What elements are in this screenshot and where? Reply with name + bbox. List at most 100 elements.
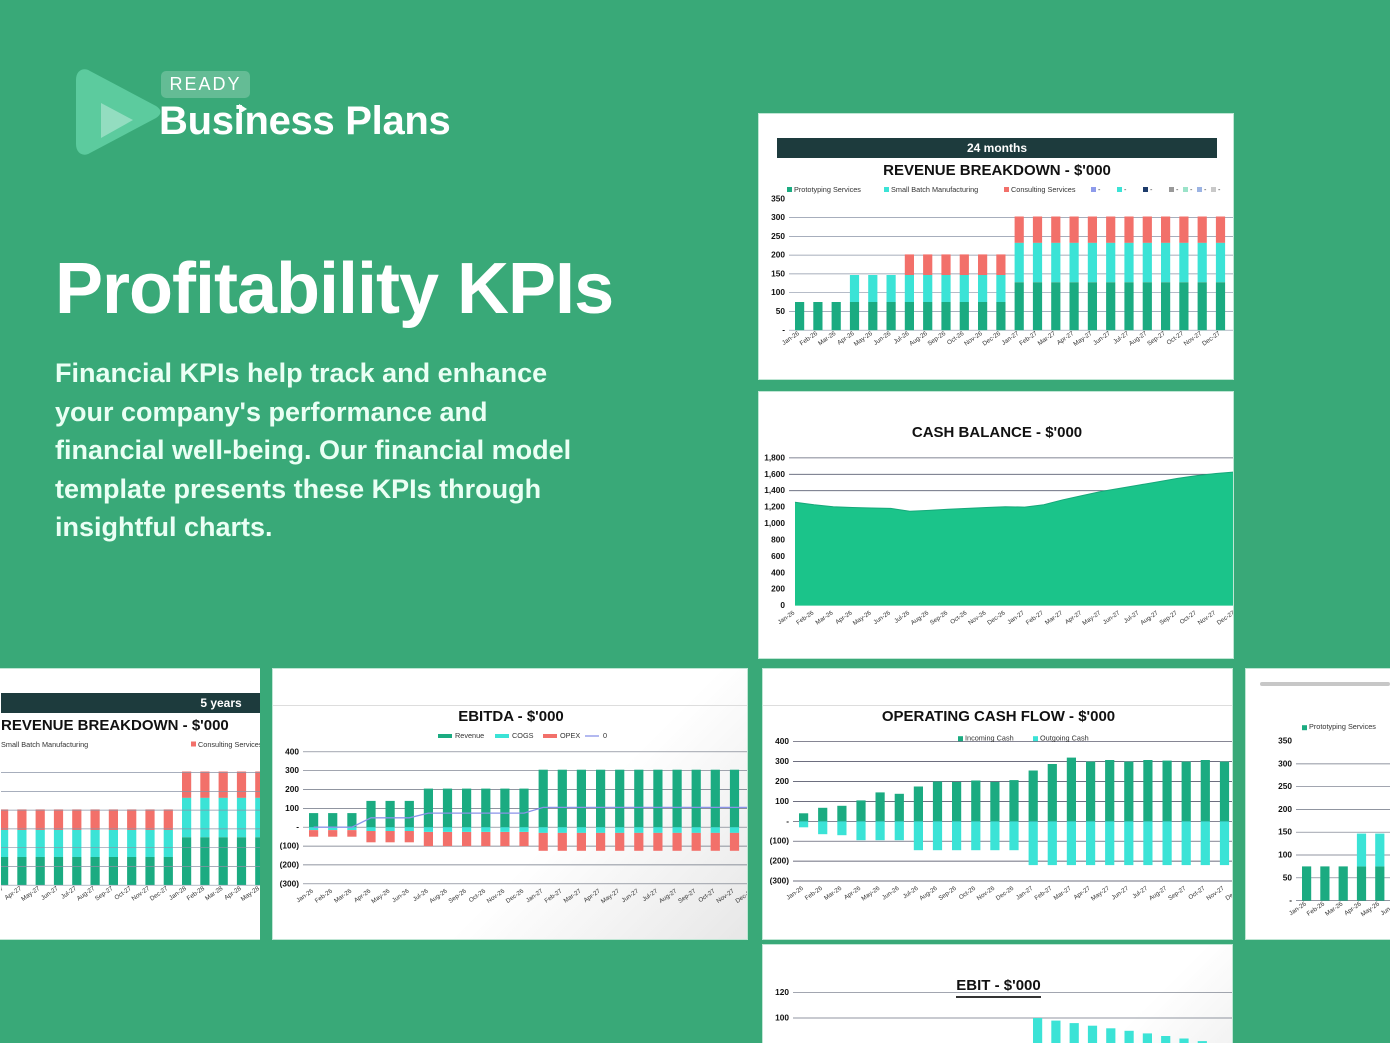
svg-text:Mar-27: Mar-27 — [1044, 609, 1065, 626]
svg-text:Jan-27: Jan-27 — [1015, 885, 1035, 902]
svg-text:400: 400 — [771, 567, 785, 577]
svg-text:Jun-26: Jun-26 — [1379, 900, 1390, 917]
svg-text:-: - — [786, 816, 789, 826]
svg-text:200: 200 — [771, 584, 785, 594]
svg-text:Apr-26: Apr-26 — [353, 887, 373, 904]
svg-text:Oct-27: Oct-27 — [1179, 609, 1199, 626]
svg-text:Feb-26: Feb-26 — [314, 887, 335, 904]
svg-text:Apr-27: Apr-27 — [1064, 609, 1084, 626]
svg-text:1,600: 1,600 — [764, 469, 785, 479]
svg-text:Oct-27: Oct-27 — [697, 887, 717, 904]
svg-text:Mar-27: Mar-27 — [1052, 885, 1073, 902]
svg-text:May-26: May-26 — [852, 609, 873, 627]
svg-text:COGS: COGS — [512, 731, 534, 740]
svg-text:Jul-27: Jul-27 — [641, 887, 659, 903]
svg-text:Jul-26: Jul-26 — [893, 609, 911, 625]
svg-text:200: 200 — [775, 776, 789, 786]
svg-text:Mar-26: Mar-26 — [814, 609, 835, 626]
svg-text:Prototyping Services: Prototyping Services — [794, 185, 861, 194]
svg-text:Sep-27: Sep-27 — [1146, 330, 1167, 348]
svg-text:Jun-26: Jun-26 — [872, 330, 892, 347]
svg-text:150: 150 — [1278, 827, 1292, 837]
svg-text:Jan-26: Jan-26 — [295, 887, 315, 904]
svg-text:Jan-27: Jan-27 — [525, 887, 545, 904]
svg-text:Oct-27: Oct-27 — [113, 885, 133, 902]
svg-text:Sep-27: Sep-27 — [677, 887, 698, 904]
svg-text:50: 50 — [1283, 872, 1293, 882]
svg-text:100: 100 — [775, 796, 789, 806]
svg-text:Aug-27: Aug-27 — [1148, 885, 1169, 902]
svg-text:Feb-26: Feb-26 — [795, 609, 816, 626]
svg-text:Jan-27: Jan-27 — [1001, 330, 1021, 347]
svg-text:May-26: May-26 — [853, 330, 875, 348]
svg-text:Jun-27: Jun-27 — [40, 885, 60, 902]
svg-text:May-27: May-27 — [20, 885, 42, 903]
svg-text:1,800: 1,800 — [764, 452, 785, 462]
svg-text:Mar-26: Mar-26 — [1324, 900, 1345, 917]
svg-text:600: 600 — [771, 551, 785, 561]
svg-text:Mar-26: Mar-26 — [333, 887, 354, 904]
svg-text:Jul-27: Jul-27 — [1123, 609, 1141, 625]
svg-text:300: 300 — [285, 765, 299, 775]
svg-text:Oct-27: Oct-27 — [1187, 885, 1207, 902]
svg-text:(300): (300) — [770, 876, 790, 886]
svg-text:-: - — [1176, 185, 1179, 194]
svg-text:Feb-27: Feb-27 — [1025, 609, 1046, 626]
svg-text:300: 300 — [1278, 758, 1292, 768]
svg-text:May-26: May-26 — [860, 885, 881, 903]
svg-text:Feb-26: Feb-26 — [804, 885, 825, 902]
svg-text:-: - — [782, 325, 785, 335]
svg-text:Consulting Services: Consulting Services — [198, 740, 260, 749]
svg-text:Mar-27: Mar-27 — [1, 885, 5, 902]
svg-text:Aug-27: Aug-27 — [1128, 330, 1149, 348]
svg-text:Feb-28: Feb-28 — [186, 885, 207, 902]
svg-text:May-26: May-26 — [1360, 900, 1382, 918]
svg-text:100: 100 — [771, 287, 785, 297]
svg-text:Mar-28: Mar-28 — [204, 885, 225, 902]
svg-text:Outgoing Cash: Outgoing Cash — [1040, 734, 1089, 743]
svg-text:Oct-26: Oct-26 — [958, 885, 978, 902]
svg-text:Oct-26: Oct-26 — [946, 330, 966, 347]
svg-text:Feb-27: Feb-27 — [1018, 330, 1039, 347]
svg-text:Apr-27: Apr-27 — [583, 887, 603, 904]
svg-text:1,400: 1,400 — [764, 485, 785, 495]
svg-text:Aug-26: Aug-26 — [910, 609, 931, 626]
svg-text:May-27: May-27 — [1090, 885, 1111, 903]
svg-text:Aug-26: Aug-26 — [428, 887, 449, 904]
svg-text:Nov-27: Nov-27 — [715, 887, 736, 904]
svg-text:Incoming Cash: Incoming Cash — [965, 734, 1014, 743]
svg-text:May-26: May-26 — [370, 887, 391, 905]
svg-text:Jan-28: Jan-28 — [168, 885, 188, 902]
svg-text:Jun-27: Jun-27 — [620, 887, 640, 904]
svg-text:Jul-26: Jul-26 — [902, 885, 920, 901]
svg-text:Feb-26: Feb-26 — [799, 330, 820, 347]
svg-text:Dec-27: Dec-27 — [734, 887, 748, 904]
svg-text:1,200: 1,200 — [764, 502, 785, 512]
svg-text:Dec-26: Dec-26 — [505, 887, 526, 904]
svg-text:Sep-27: Sep-27 — [1167, 885, 1188, 902]
svg-text:120: 120 — [775, 987, 789, 997]
svg-text:50: 50 — [776, 306, 786, 316]
svg-text:Sep-26: Sep-26 — [447, 887, 468, 904]
svg-text:Jan-27: Jan-27 — [1006, 609, 1026, 626]
svg-text:100: 100 — [285, 803, 299, 813]
svg-text:350: 350 — [771, 193, 785, 203]
svg-text:Mar-26: Mar-26 — [817, 330, 838, 347]
svg-text:Jan-26: Jan-26 — [777, 609, 797, 626]
svg-text:Apr-26: Apr-26 — [834, 609, 854, 626]
svg-text:Mar-26: Mar-26 — [823, 885, 844, 902]
svg-text:-: - — [1204, 185, 1207, 194]
svg-text:-: - — [1124, 185, 1127, 194]
svg-text:Aug-26: Aug-26 — [908, 330, 929, 348]
svg-text:-: - — [1190, 185, 1193, 194]
svg-text:OPEX: OPEX — [560, 731, 580, 740]
svg-text:100: 100 — [775, 1013, 789, 1023]
svg-text:Revenue: Revenue — [455, 731, 484, 740]
svg-text:Dec-26: Dec-26 — [995, 885, 1016, 902]
svg-text:150: 150 — [771, 268, 785, 278]
svg-text:-: - — [1098, 185, 1101, 194]
svg-text:250: 250 — [771, 231, 785, 241]
svg-text:Jun-27: Jun-27 — [1102, 609, 1122, 626]
svg-text:Dec-27: Dec-27 — [149, 885, 170, 903]
svg-text:Sep-27: Sep-27 — [1158, 609, 1179, 626]
